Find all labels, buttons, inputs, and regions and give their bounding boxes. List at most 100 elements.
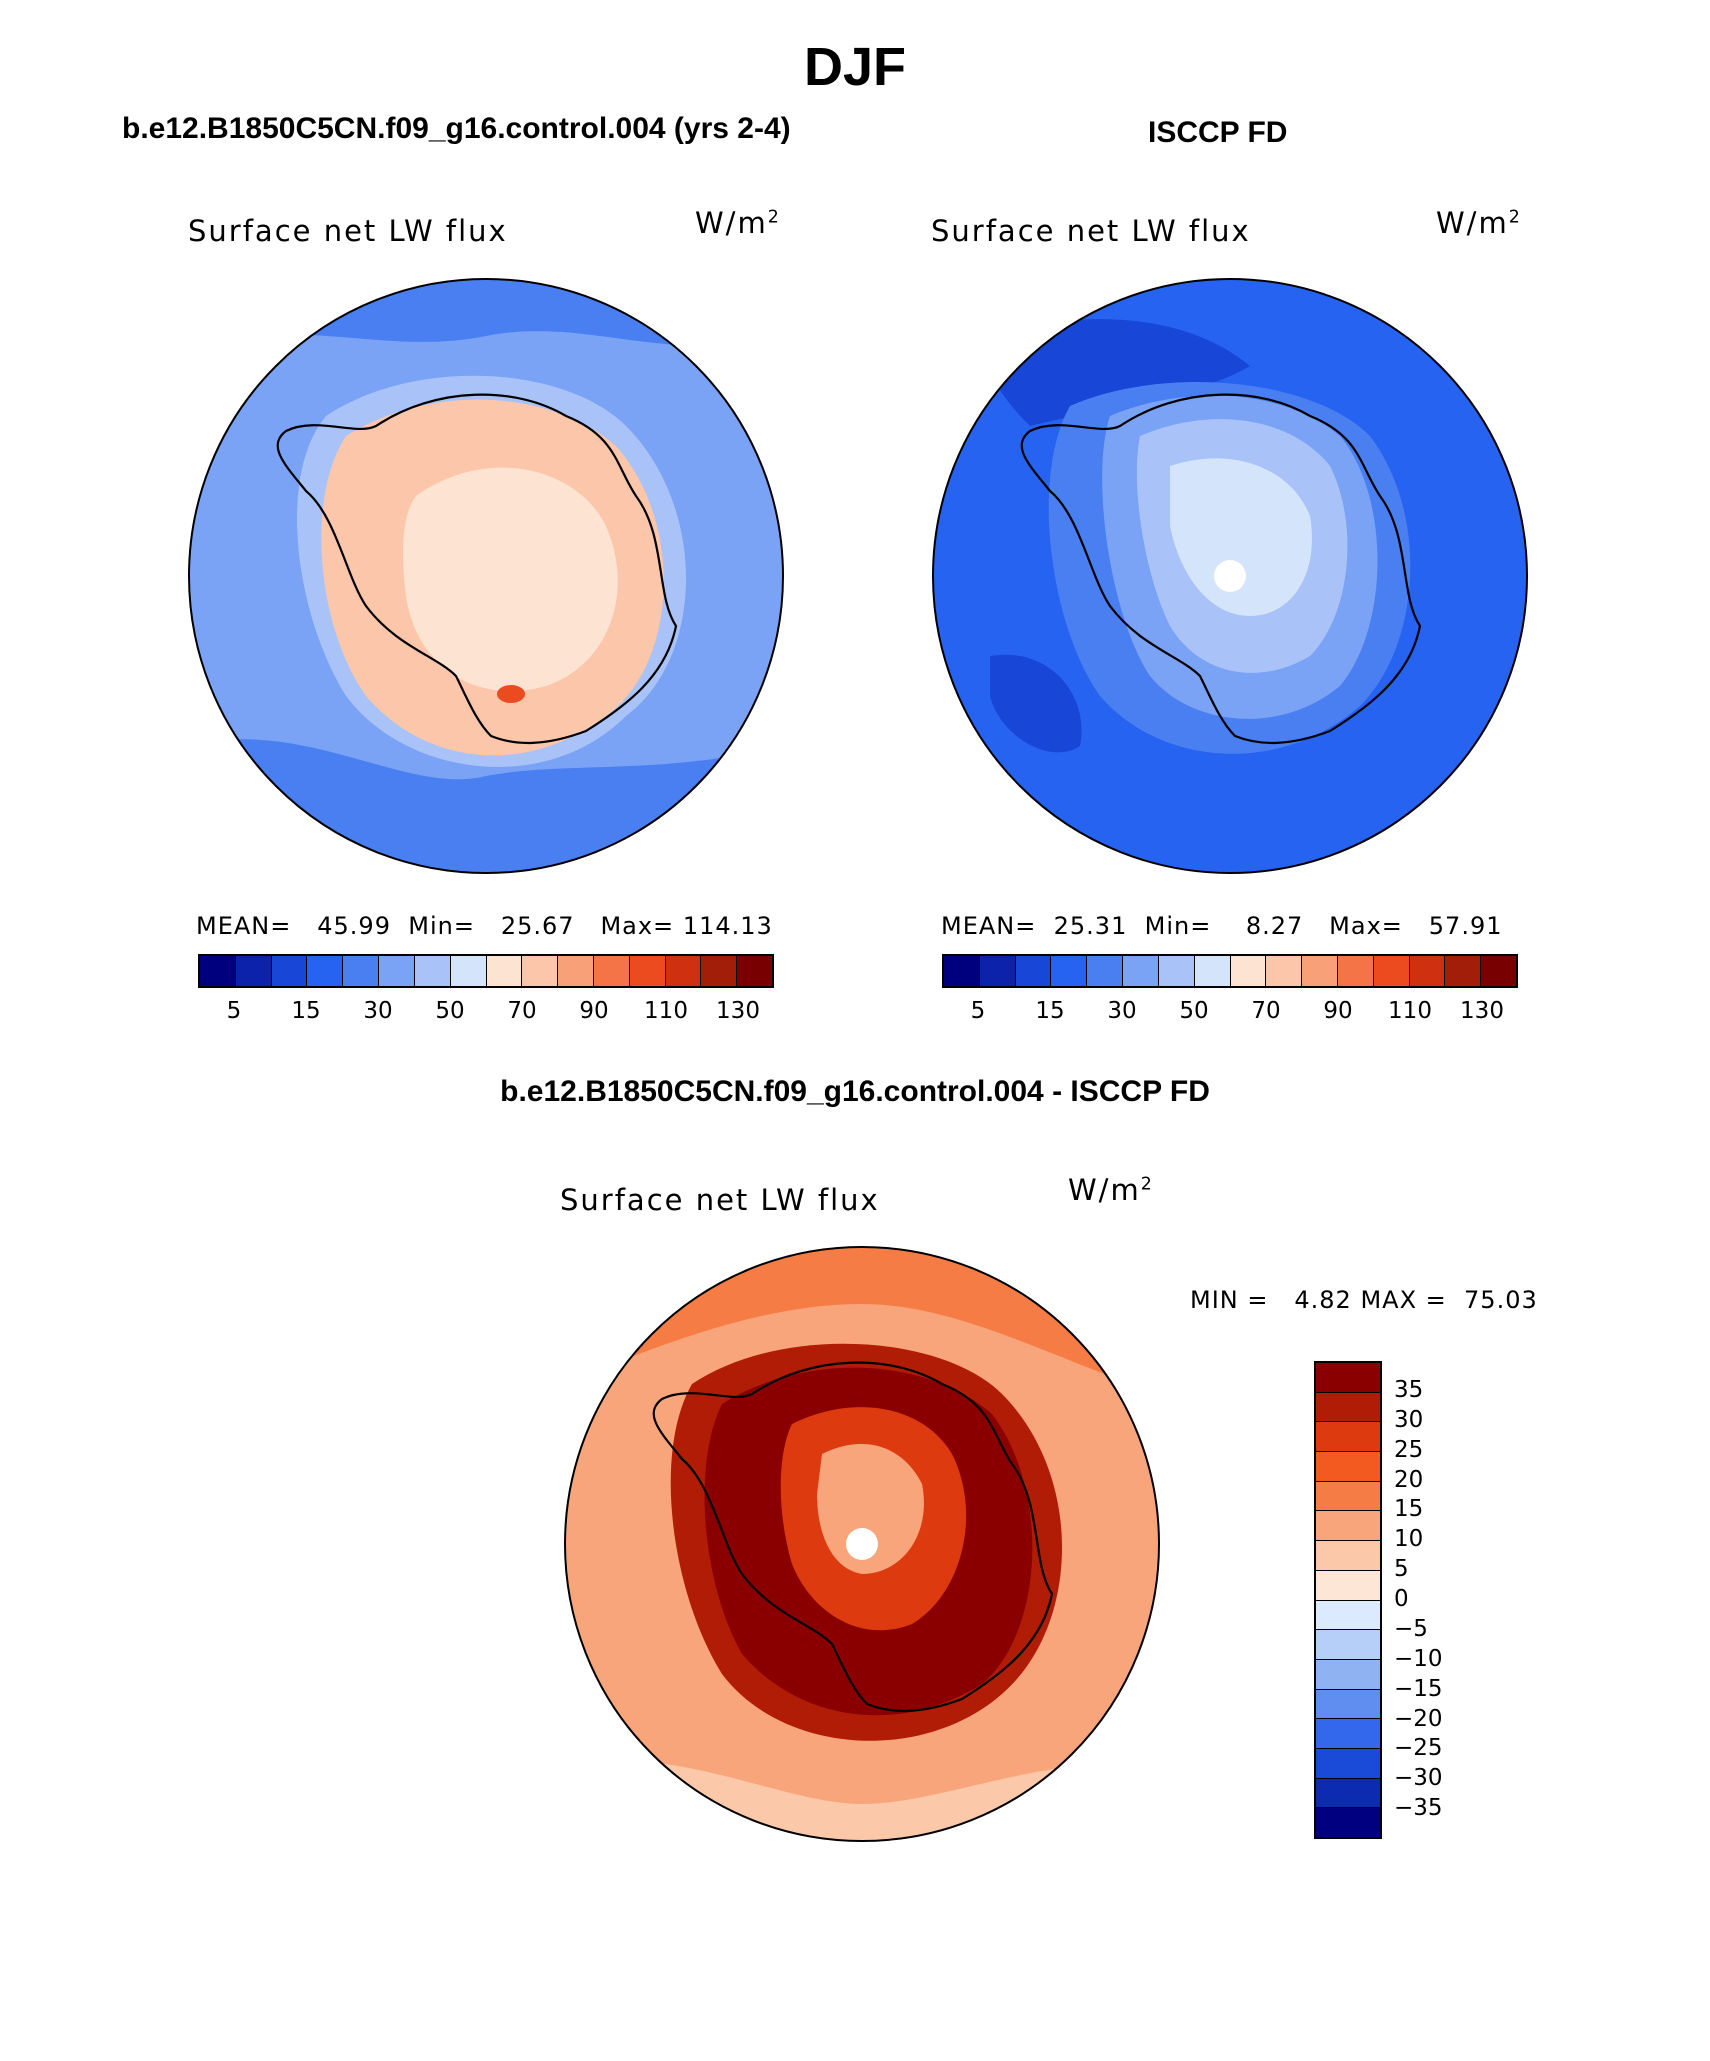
figure-title: DJF xyxy=(803,37,906,97)
model-colorbar xyxy=(198,954,774,988)
obs-colorbar-box xyxy=(1302,956,1338,986)
model-colorbar-box xyxy=(522,956,559,986)
diff-colorbar-tick-label: −5 xyxy=(1394,1615,1428,1642)
diff-colorbar-tick-label: 10 xyxy=(1394,1526,1424,1553)
diff-colorbar-box xyxy=(1316,1689,1380,1720)
obs-colorbar-tick-label: 130 xyxy=(1460,998,1504,1024)
obs-polar-map xyxy=(932,278,1528,874)
obs-dark-patch-north xyxy=(987,319,1250,426)
model-colorbar-box xyxy=(701,956,738,986)
model-northern-band xyxy=(189,279,783,346)
model-colorbar-tick-label: 30 xyxy=(363,998,393,1024)
diff-colorbar-box xyxy=(1316,1748,1380,1779)
diff-colorbar-tick-label: 5 xyxy=(1394,1556,1409,1583)
model-colorbar-tick-label: 5 xyxy=(226,998,242,1024)
model-colorbar-tick-label: 15 xyxy=(291,998,321,1024)
obs-panel-title: ISCCP FD xyxy=(1148,116,1288,149)
obs-dark-patch-west xyxy=(990,654,1082,753)
diff-colorbar-box xyxy=(1316,1481,1380,1512)
model-map-border xyxy=(188,278,784,874)
obs-colorbar-tick-label: 5 xyxy=(970,998,986,1024)
model-colorbar-tick-label: 70 xyxy=(507,998,537,1024)
diff-panel-title: b.e12.B1850C5CN.f09_g16.control.004 - IS… xyxy=(500,1075,1210,1108)
diff-colorbar-box xyxy=(1316,1570,1380,1601)
model-coastline xyxy=(276,393,678,744)
obs-colorbar-tick-label: 70 xyxy=(1251,998,1281,1024)
obs-colorbar-ticks: 5 15 30 50 70 90 110 130 xyxy=(942,998,1518,1028)
diff-variable-label: Surface net LW flux xyxy=(560,1183,880,1217)
model-hotspot xyxy=(497,685,525,703)
diff-units-label: W/m2 xyxy=(1068,1173,1154,1207)
diff-stats: MIN = 4.82 MAX = 75.03 xyxy=(1190,1286,1538,1314)
model-colorbar-box xyxy=(486,956,523,986)
obs-colorbar-tick-label: 15 xyxy=(1035,998,1065,1024)
model-colorbar-box xyxy=(379,956,415,986)
diff-colorbar-ticks: 35 30 25 20 15 10 5 0 −5 −10 −15 −20 −25 −30 −35 xyxy=(1394,1361,1484,1839)
model-colorbar-box xyxy=(558,956,594,986)
diff-colorbar-box xyxy=(1316,1422,1380,1453)
model-colorbar-box xyxy=(343,956,380,986)
model-colorbar-tick-label: 50 xyxy=(435,998,465,1024)
model-colorbar-tick-label: 130 xyxy=(716,998,760,1024)
model-units-label: W/m2 xyxy=(695,206,781,240)
diff-colorbar-tick-label: −20 xyxy=(1394,1705,1443,1732)
obs-colorbar-box xyxy=(1337,956,1374,986)
diff-colorbar-box xyxy=(1316,1659,1380,1690)
diff-colorbar-tick-label: −15 xyxy=(1394,1675,1443,1702)
diff-colorbar-box xyxy=(1316,1511,1380,1542)
diff-colorbar-tick-label: 20 xyxy=(1394,1466,1424,1493)
obs-variable-label: Surface net LW flux xyxy=(931,214,1251,248)
diff-colorbar-box xyxy=(1316,1778,1380,1809)
obs-colorbar-box xyxy=(1409,956,1446,986)
diff-colorbar xyxy=(1314,1361,1382,1839)
diff-colorbar-tick-label: −10 xyxy=(1394,1645,1443,1672)
model-colorbar-box xyxy=(271,956,308,986)
diff-colorbar-box xyxy=(1316,1392,1380,1423)
model-colorbar-ticks: 5 15 30 50 70 90 110 130 xyxy=(198,998,774,1028)
model-colorbar-tick-label: 90 xyxy=(579,998,609,1024)
obs-colorbar-box xyxy=(1266,956,1303,986)
obs-colorbar-box xyxy=(1158,956,1195,986)
obs-stats: MEAN= 25.31 Min= 8.27 Max= 57.91 xyxy=(941,912,1503,940)
diff-colorbar-tick-label: −30 xyxy=(1394,1765,1443,1792)
model-colorbar-tick-label: 110 xyxy=(644,998,688,1024)
diff-coastline xyxy=(652,1361,1054,1712)
model-colorbar-box xyxy=(593,956,630,986)
diff-colorbar-tick-label: 0 xyxy=(1394,1586,1409,1612)
model-panel-title: b.e12.B1850C5CN.f09_g16.control.004 (yrs… xyxy=(122,112,791,145)
obs-units-label: W/m2 xyxy=(1436,206,1522,240)
obs-colorbar-tick-label: 110 xyxy=(1388,998,1432,1024)
obs-colorbar-tick-label: 90 xyxy=(1323,998,1353,1024)
model-colorbar-box xyxy=(629,956,666,986)
model-colorbar-box xyxy=(200,956,236,986)
obs-colorbar-box xyxy=(1123,956,1159,986)
obs-colorbar-box xyxy=(979,956,1016,986)
obs-colorbar-box xyxy=(1481,956,1516,986)
obs-colorbar-box xyxy=(1194,956,1231,986)
model-variable-label: Surface net LW flux xyxy=(188,214,508,248)
diff-colorbar-box xyxy=(1316,1452,1380,1482)
diff-colorbar-box xyxy=(1316,1541,1380,1571)
obs-colorbar-box xyxy=(1087,956,1124,986)
obs-colorbar xyxy=(942,954,1518,988)
diff-colorbar-tick-label: 25 xyxy=(1394,1436,1424,1463)
diff-colorbar-box xyxy=(1316,1808,1380,1837)
obs-coastline xyxy=(1020,393,1422,744)
obs-colorbar-box xyxy=(1015,956,1052,986)
obs-colorbar-box xyxy=(1373,956,1410,986)
diff-colorbar-tick-label: −25 xyxy=(1394,1735,1443,1762)
model-colorbar-box xyxy=(737,956,772,986)
model-colorbar-box xyxy=(235,956,272,986)
obs-colorbar-box xyxy=(1230,956,1267,986)
model-colorbar-box xyxy=(414,956,451,986)
obs-pole-hole xyxy=(1214,560,1246,592)
diff-map-border xyxy=(564,1246,1160,1842)
obs-colorbar-box xyxy=(1445,956,1482,986)
obs-colorbar-tick-label: 30 xyxy=(1107,998,1137,1024)
diff-colorbar-box xyxy=(1316,1600,1380,1631)
model-colorbar-box xyxy=(665,956,702,986)
obs-colorbar-tick-label: 50 xyxy=(1179,998,1209,1024)
obs-colorbar-box xyxy=(944,956,980,986)
obs-map-border xyxy=(932,278,1528,874)
diff-continent-interior xyxy=(817,1444,924,1574)
